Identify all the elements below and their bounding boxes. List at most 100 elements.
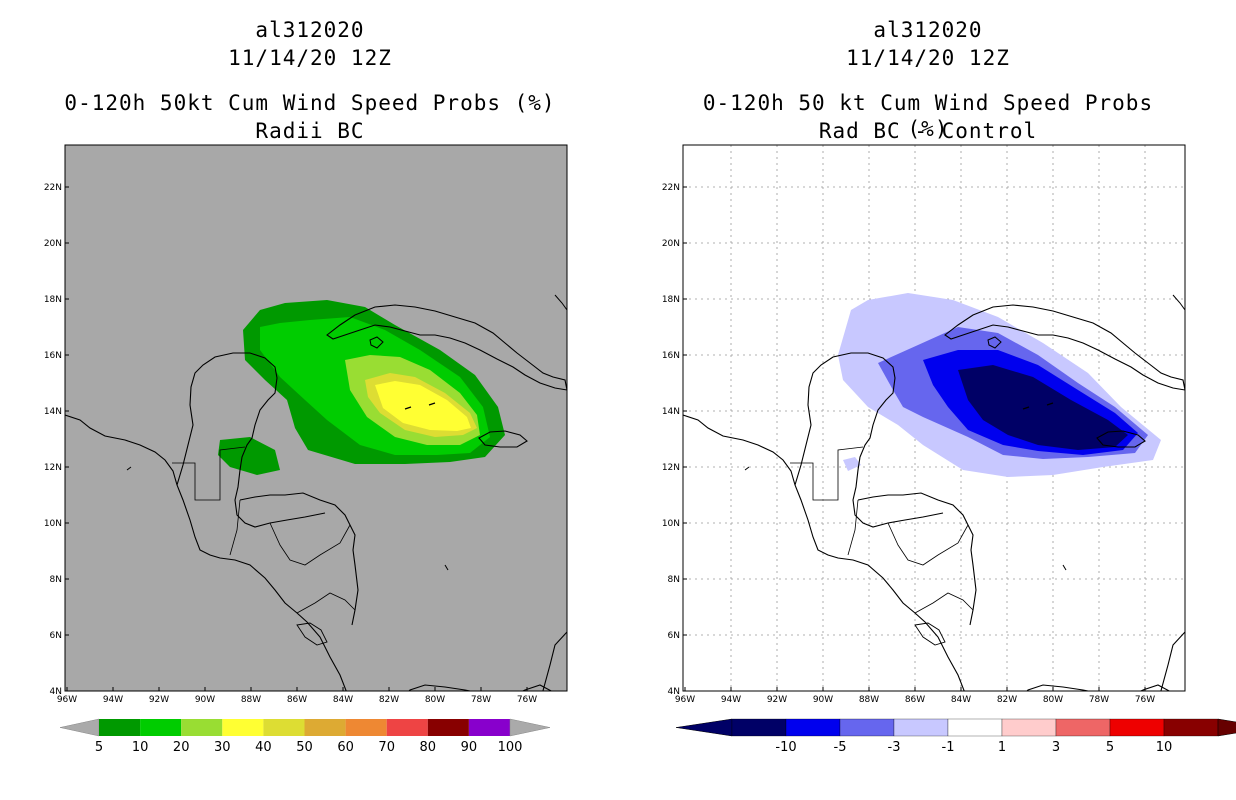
right-title: 0-120h 50 kt Cum Wind Speed Probs (%) (702, 91, 1154, 141)
lon-tick-label: 90W (195, 695, 215, 705)
lat-tick-label: 10N (44, 519, 62, 529)
right-date: 11/14/20 12Z (846, 46, 1010, 70)
colorbar-left-arrow (675, 718, 733, 737)
colorbar-swatch (839, 718, 895, 737)
left-date: 11/14/20 12Z (228, 46, 392, 70)
lat-tick-label: 6N (668, 631, 680, 641)
lon-tick-label: 92W (149, 695, 169, 705)
contour-minus-1-patch (843, 457, 861, 471)
colorbar-label: 30 (214, 740, 231, 755)
lon-tick-label: 78W (471, 695, 491, 705)
lon-tick-label: 86W (287, 695, 307, 705)
lat-tick-label: 12N (44, 463, 62, 473)
left-title: 0-120h 50kt Cum Wind Speed Probs (%) (64, 91, 556, 115)
colorbar-label: 50 (296, 740, 313, 755)
colorbar-label: -10 (775, 740, 796, 755)
colorbar-swatch (1001, 718, 1057, 737)
colorbar-swatch (427, 719, 469, 736)
lon-tick-label: 80W (1043, 695, 1063, 705)
colorbar-swatch (99, 719, 141, 736)
colorbar-label: -5 (834, 740, 847, 755)
lat-tick-label: 10N (662, 519, 680, 529)
lon-tick-label: 96W (57, 695, 77, 705)
colorbar-swatch (140, 719, 182, 736)
lat-tick-label: 18N (662, 295, 680, 305)
left-map-frame (64, 144, 568, 692)
contour-40 (375, 381, 471, 431)
colorbar-swatch (181, 719, 223, 736)
colorbar-right-arrow (509, 718, 551, 737)
lon-tick-label: 88W (241, 695, 261, 705)
colorbar-label: 10 (132, 740, 149, 755)
colorbar-label: 5 (1106, 740, 1114, 755)
colorbar-swatch (304, 719, 346, 736)
lat-tick-label: 4N (50, 687, 62, 697)
colorbar-label: 5 (95, 740, 103, 755)
lon-tick-label: 76W (517, 695, 537, 705)
left-subtitle: Radii BC (255, 119, 365, 143)
lat-tick-label: 12N (662, 463, 680, 473)
colorbar-swatch (893, 718, 949, 737)
colorbar-swatch (1163, 718, 1219, 737)
lon-tick-label: 94W (721, 695, 741, 705)
colorbar-swatch (222, 719, 264, 736)
colorbar-label: 40 (255, 740, 272, 755)
colorbar-swatch (468, 719, 510, 736)
colorbar-label: 3 (1052, 740, 1060, 755)
lat-tick-label: 4N (668, 687, 680, 697)
lon-tick-label: 76W (1135, 695, 1155, 705)
right-map-frame (682, 144, 1186, 692)
lat-tick-label: 8N (50, 575, 62, 585)
colorbar-label: 60 (337, 740, 354, 755)
right-difference-contours (838, 293, 1161, 477)
lat-tick-label: 14N (44, 407, 62, 417)
lat-tick-label: 16N (662, 351, 680, 361)
lat-tick-label: 22N (662, 183, 680, 193)
lon-tick-label: 80W (425, 695, 445, 705)
lat-tick-label: 18N (44, 295, 62, 305)
colorbar-swatch (785, 718, 841, 737)
colorbar-label: 70 (378, 740, 395, 755)
lat-tick-label: 22N (44, 183, 62, 193)
colorbar-swatch (1109, 718, 1165, 737)
right-grid (683, 145, 1185, 691)
lat-tick-label: 8N (668, 575, 680, 585)
lon-tick-label: 82W (379, 695, 399, 705)
lon-tick-label: 84W (951, 695, 971, 705)
colorbar-swatch (947, 718, 1003, 737)
lon-tick-label: 88W (859, 695, 879, 705)
colorbar-swatch (731, 718, 787, 737)
contour-5-patch (218, 437, 280, 475)
colorbar-label: -3 (888, 740, 901, 755)
lon-tick-label: 90W (813, 695, 833, 705)
lon-tick-label: 94W (103, 695, 123, 705)
lon-tick-label: 82W (997, 695, 1017, 705)
lon-tick-label: 92W (767, 695, 787, 705)
right-colorbar: -10 -5 -3 -1 1 3 5 10 (675, 718, 1236, 755)
colorbar-label: -1 (942, 740, 955, 755)
colorbar-right-arrow (1217, 718, 1236, 737)
colorbar-label: 80 (420, 740, 437, 755)
left-storm-id: al312020 (255, 18, 365, 42)
colorbar-swatch (386, 719, 428, 736)
left-probability-contours (218, 300, 505, 475)
lon-tick-label: 78W (1089, 695, 1109, 705)
lat-tick-label: 20N (44, 239, 62, 249)
lat-tick-label: 14N (662, 407, 680, 417)
contour-minus-10 (958, 365, 1128, 450)
right-storm-id: al312020 (873, 18, 983, 42)
colorbar-swatch (263, 719, 305, 736)
colorbar-label: 10 (1156, 740, 1173, 755)
colorbar-label: 1 (998, 740, 1006, 755)
colorbar-label: 20 (173, 740, 190, 755)
colorbar-left-arrow (59, 718, 100, 737)
right-subtitle: Rad BC - Control (818, 119, 1038, 143)
lon-tick-label: 84W (333, 695, 353, 705)
lon-tick-label: 86W (905, 695, 925, 705)
colorbar-swatch (1055, 718, 1111, 737)
